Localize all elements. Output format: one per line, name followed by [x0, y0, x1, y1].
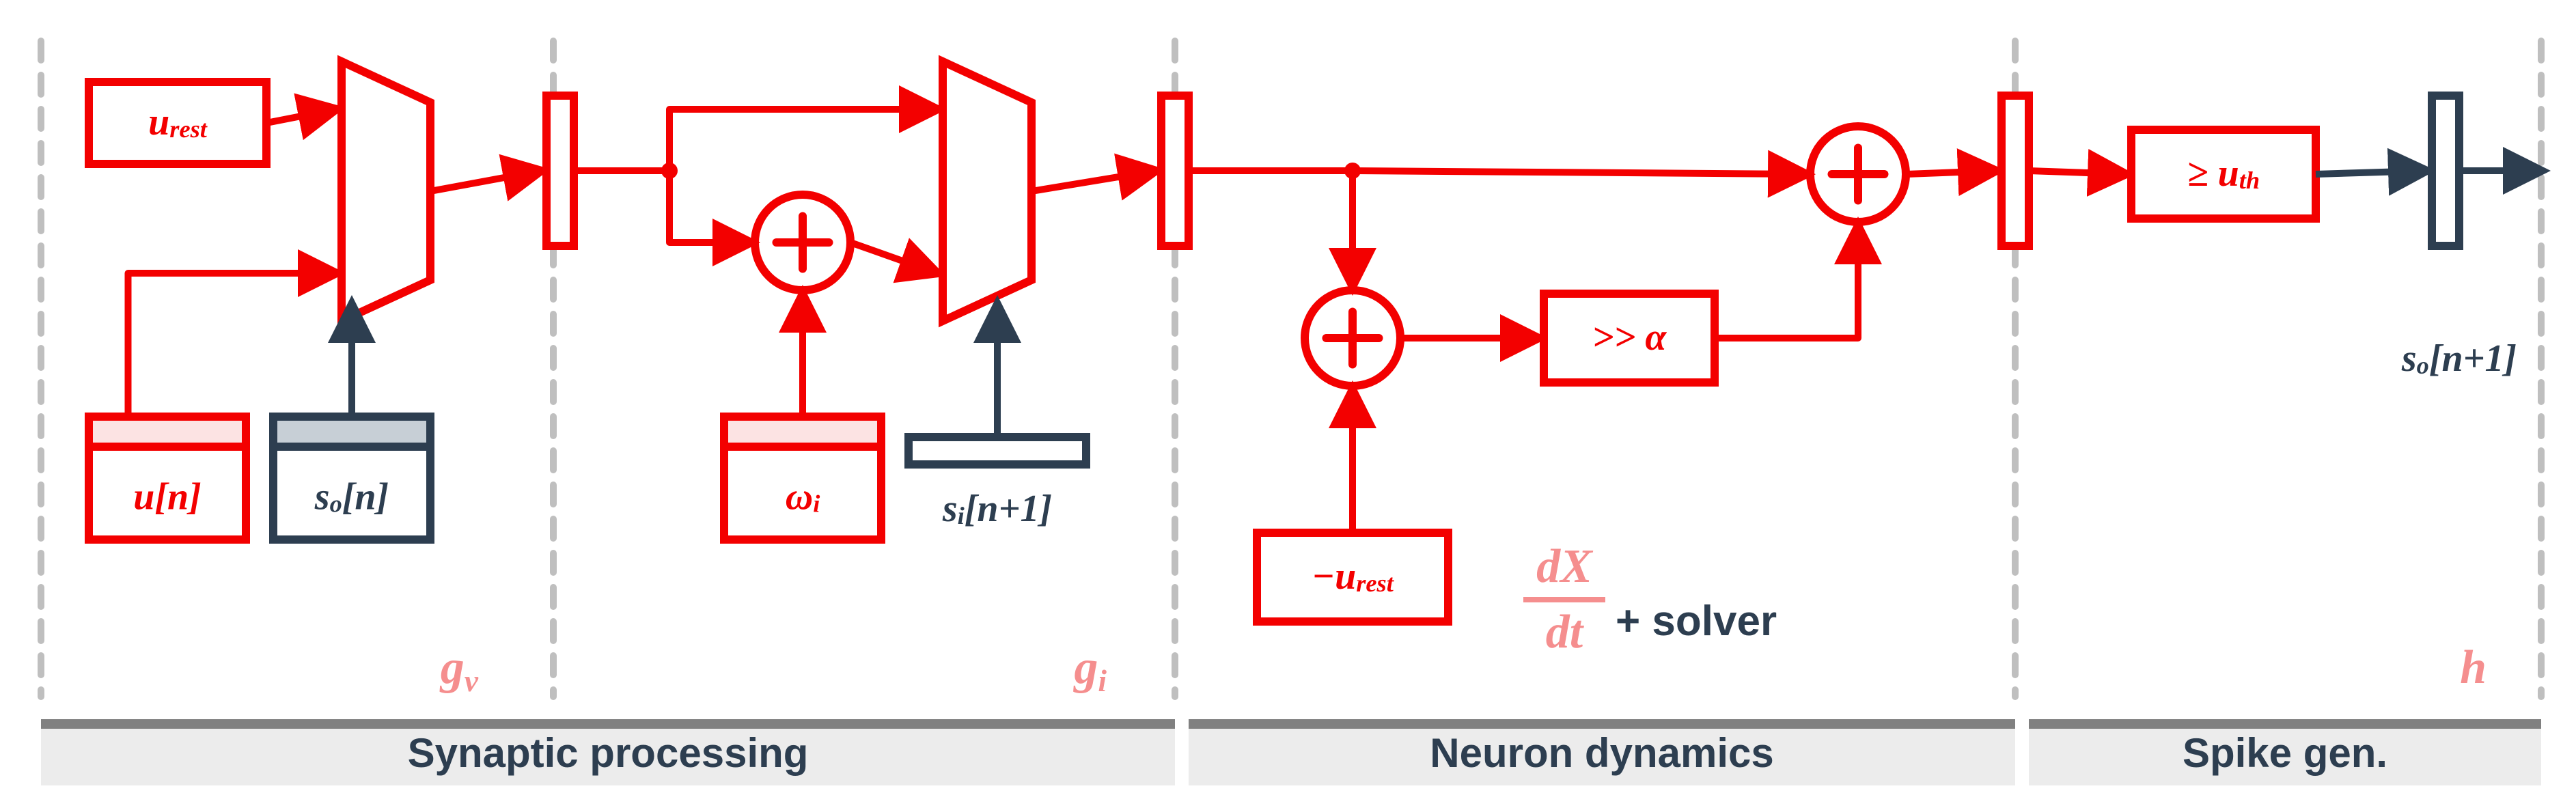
block-label: so[n]: [314, 475, 389, 518]
block-label: >> α: [1592, 316, 1667, 359]
block-label: u[n]: [133, 475, 202, 518]
svg-text:dt: dt: [1546, 606, 1585, 658]
pipeline-register-r4: [2432, 96, 2459, 246]
block-omega: ωi: [724, 417, 881, 540]
wire: [1353, 171, 1806, 174]
svg-text:+ solver: + solver: [1616, 598, 1777, 645]
pipeline-register-r1: [546, 96, 574, 246]
stage-label: Neuron dynamics: [1430, 730, 1773, 776]
adder-a1: [755, 195, 850, 290]
block-urest: urest: [89, 82, 266, 164]
stage-label: Spike gen.: [2183, 730, 2387, 776]
diagram-root: Synaptic processing Neuron dynamics Spike …: [0, 0, 2576, 795]
block-neg: −urest: [1257, 533, 1448, 622]
pipeline-register-r3: [2002, 96, 2029, 246]
adder-a3: [1810, 126, 1906, 222]
block-shift: >> α: [1544, 294, 1715, 382]
block-son: so[n]: [273, 417, 430, 540]
adder-a2: [1305, 290, 1400, 386]
wire: [2316, 171, 2426, 174]
mux-mux2: [943, 61, 1031, 321]
diagram-svg: Synaptic processing Neuron dynamics Spike …: [0, 0, 2576, 795]
func-label-h: h: [2460, 641, 2487, 694]
block-geq: ≥ uth: [2131, 130, 2316, 219]
block-un: u[n]: [89, 417, 246, 540]
mux-mux1: [342, 61, 430, 321]
stage-label: Synaptic processing: [408, 730, 809, 776]
wire: [2029, 171, 2126, 174]
wire: [1906, 171, 1996, 174]
pipeline-register-r2: [1161, 96, 1189, 246]
svg-text:dX: dX: [1536, 540, 1594, 593]
